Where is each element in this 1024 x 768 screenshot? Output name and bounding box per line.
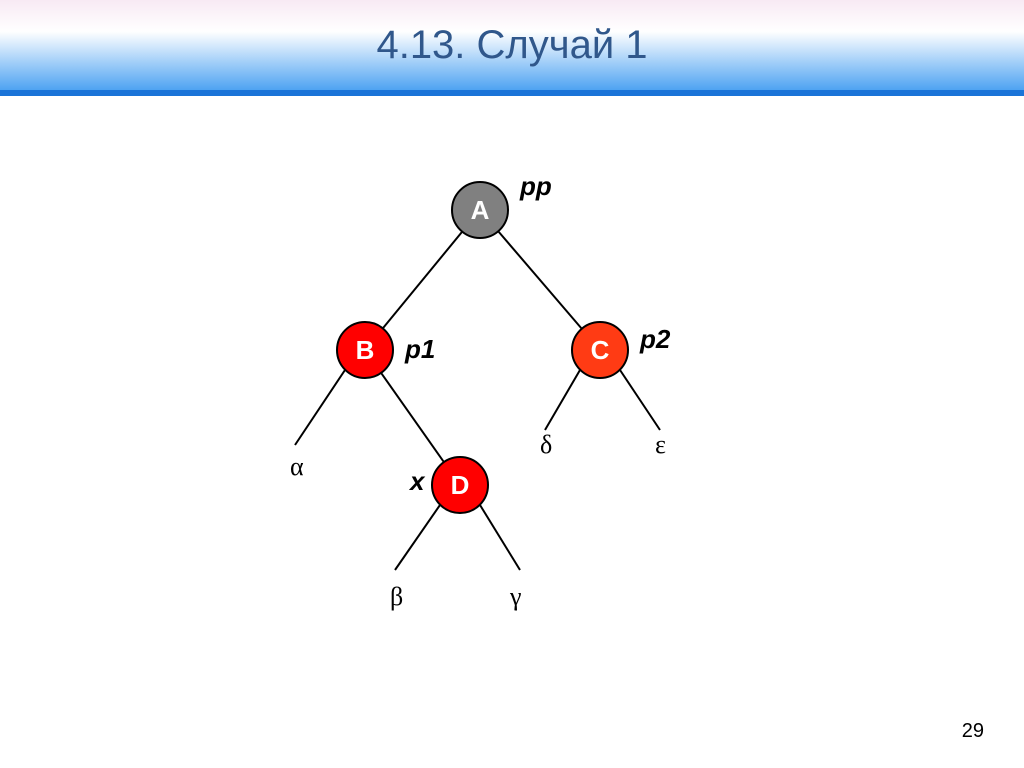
tree-edge — [381, 373, 444, 462]
leaf-label: γ — [509, 582, 522, 611]
tree-node-label: C — [591, 335, 610, 365]
leaf-label: ε — [655, 430, 666, 459]
leaf-label: β — [390, 582, 403, 611]
leaf-label: δ — [540, 430, 552, 459]
leaf-edge — [480, 505, 520, 570]
leaf-edge — [395, 505, 440, 570]
leaf-edge — [620, 370, 660, 430]
node-annotation: p2 — [639, 324, 671, 354]
leaf-edge — [545, 370, 580, 430]
leaf-edge — [295, 370, 345, 445]
tree-node-label: B — [356, 335, 375, 365]
node-annotation: pp — [519, 171, 552, 201]
node-annotation: x — [408, 466, 426, 496]
tree-node-label: A — [471, 195, 490, 225]
tree-edge — [383, 232, 462, 329]
page-number: 29 — [962, 720, 984, 743]
tree-node-label: D — [451, 470, 470, 500]
node-annotation: p1 — [404, 334, 435, 364]
tree-diagram: A B C Dpp p1 p2 x α δ ε β γ — [0, 0, 1024, 768]
tree-edge — [498, 231, 582, 328]
leaf-label: α — [290, 452, 304, 481]
